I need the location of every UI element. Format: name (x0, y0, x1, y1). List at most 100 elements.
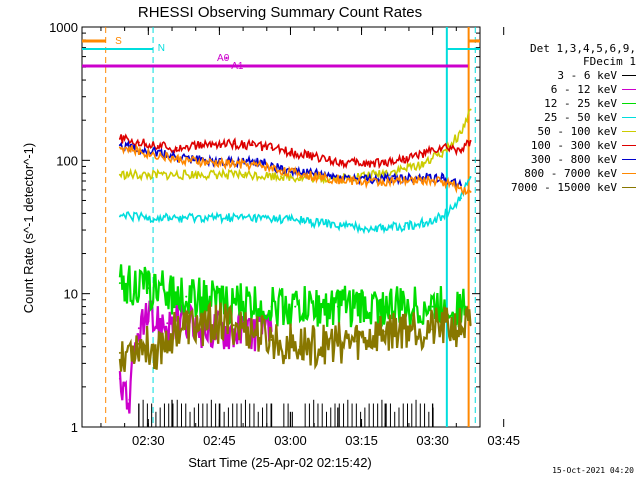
legend-entry: 50 - 100 keV (486, 124, 636, 138)
series-800-7000-kev-point (261, 164, 264, 167)
series-800-7000-kev (119, 143, 472, 196)
series-12-25-kev-point (464, 305, 467, 308)
legend-entry-label: 25 - 50 keV (544, 110, 617, 124)
series-12-25-kev-point (147, 287, 150, 290)
series-7000-15000-kev-point (213, 322, 216, 325)
series-100-300-kev-point (270, 146, 273, 149)
legend-entry-swatch (622, 102, 636, 104)
series-25-50-kev-point (118, 215, 121, 218)
series-50-100-kev-point (118, 173, 121, 176)
legend-entry: 12 - 25 keV (486, 96, 636, 110)
series-100-300-kev-point (118, 137, 121, 140)
legend-entry-swatch (622, 144, 636, 146)
series-7000-15000-kev-point (298, 345, 301, 348)
series-300-800-kev-point (118, 144, 121, 147)
series-25-50-kev-point (441, 215, 444, 218)
legend-entry: 300 - 800 keV (486, 152, 636, 166)
legend: Det 1,3,4,5,6,9, FDecim 1 3 - 6 keV 6 - 1… (486, 42, 636, 194)
flag-label-n: N (158, 43, 165, 54)
flag-label-s: S (115, 36, 122, 47)
series-300-800-kev-point (441, 176, 444, 179)
legend-entry-label: 300 - 800 keV (530, 152, 617, 166)
flag-label-a0: A0 (217, 53, 230, 64)
series-25-50-kev-point (374, 227, 377, 230)
series-100-300-kev-point (232, 142, 235, 145)
legend-entry: 100 - 300 keV (486, 138, 636, 152)
series-12-25-kev-point (223, 302, 226, 305)
series-800-7000-kev-point (204, 161, 207, 164)
legend-entry: 25 - 50 keV (486, 110, 636, 124)
series-800-7000-kev-point (232, 162, 235, 165)
series-12-25-kev-point (185, 295, 188, 298)
series-6-12-kev-point (128, 398, 131, 401)
series-25-50-kev-point (460, 197, 463, 200)
legend-entry-label: 50 - 100 keV (537, 124, 617, 138)
series-7000-15000-kev (118, 300, 472, 372)
series-100-300-kev-point (251, 144, 254, 147)
series-25-50-kev-point (469, 175, 472, 178)
x-tick-label: 03:45 (487, 433, 520, 448)
series-7000-15000-kev-point (431, 328, 434, 331)
legend-entry: 6 - 12 keV (486, 82, 636, 96)
legend-entry: 3 - 6 keV (486, 68, 636, 82)
legend-entry-swatch (622, 158, 636, 160)
series-50-100-kev-point (147, 174, 150, 177)
series-7000-15000-kev-point (355, 340, 358, 343)
legend-entry-label: 12 - 25 keV (544, 96, 617, 110)
series-100-300-kev-point (213, 143, 216, 146)
series-800-7000-kev-point (469, 190, 472, 193)
y-axis-label: Count Rate (s^-1 detector^-1) (21, 143, 36, 313)
series-6-12-kev-point (147, 320, 150, 323)
y-tick-label: 1000 (49, 20, 78, 35)
series-800-7000-kev-point (336, 178, 339, 181)
series-50-100-kev-point (460, 132, 463, 135)
series-7000-15000-kev-point (232, 324, 235, 327)
series-25-50-kev-point (289, 218, 292, 221)
series-50-100-kev-point (403, 168, 406, 171)
series-800-7000-kev-point (118, 146, 121, 149)
series-50-100-kev-point (194, 173, 197, 176)
footer-timestamp: 15-Oct-2021 04:20 (552, 466, 634, 475)
series-800-7000-kev-point (393, 180, 396, 183)
series-800-7000-kev-point (422, 179, 425, 182)
plot-frame (81, 26, 481, 428)
x-tick-label: 03:00 (274, 433, 307, 448)
series-25-50-kev-point (147, 216, 150, 219)
series-7000-15000-kev-point (137, 342, 140, 345)
series-100-300-kev-point (194, 145, 197, 148)
series-6-12-kev-point (166, 322, 169, 325)
legend-entry-swatch (622, 116, 636, 118)
series-100-300-kev-point (175, 146, 178, 149)
x-tick-label: 02:30 (132, 433, 165, 448)
series-25-50-kev-point (194, 216, 197, 219)
series-100-300-kev-point (460, 148, 463, 151)
attenuator-dot (225, 56, 228, 60)
series-800-7000-kev-point (308, 174, 311, 177)
series-7000-15000-kev-point (469, 324, 472, 327)
legend-entry-label: 6 - 12 keV (550, 82, 617, 96)
series-12-25-kev-point (118, 282, 121, 285)
series-7000-15000-kev-point (412, 324, 415, 327)
series-800-7000-kev-point (460, 187, 463, 190)
series-100-300-kev-point (365, 162, 368, 165)
x-tick-label: 03:30 (416, 433, 449, 448)
series-50-100-kev-point (280, 175, 282, 178)
x-tick-label: 02:45 (203, 433, 236, 448)
series-800-7000-kev-point (365, 180, 368, 183)
series-7000-15000-kev-point (251, 330, 254, 333)
series-800-7000-kev-point (280, 169, 282, 172)
legend-entry-swatch (622, 130, 636, 132)
series-6-12-kev-point (118, 377, 121, 380)
series-300-800-kev-point (460, 184, 463, 187)
series-7000-15000-kev-point (450, 326, 453, 329)
series-100-300-kev-point (441, 146, 444, 149)
series-7000-15000-kev-point (270, 338, 273, 341)
legend-entry-label: 7000 - 15000 keV (511, 180, 617, 194)
series-7000-15000-kev-point (118, 351, 121, 354)
series-300-800-kev-point (261, 161, 264, 164)
y-tick-label: 1 (71, 420, 78, 435)
series-100-300-kev-point (469, 139, 472, 142)
series-800-7000-kev-point (147, 152, 150, 155)
series-12-25-kev (118, 264, 467, 329)
series-12-25-kev-point (336, 305, 339, 308)
